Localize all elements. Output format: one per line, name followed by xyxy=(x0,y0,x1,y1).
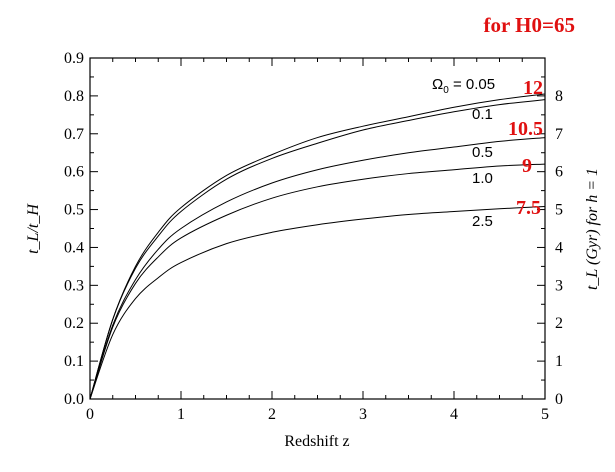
x-tick-label: 2 xyxy=(268,406,276,423)
y-tick-label: 0.1 xyxy=(64,353,84,370)
curve-label-0.5: 0.5 xyxy=(472,144,493,161)
y-tick-label: 0.4 xyxy=(64,239,84,256)
y2-tick-label: 6 xyxy=(555,164,563,181)
x-axis-label: Redshift z xyxy=(284,433,349,450)
y-tick-label: 0.7 xyxy=(64,126,84,143)
y-tick-label: 0.2 xyxy=(64,315,84,332)
y-axis-left: 0.0 0.1 0.2 0.3 0.4 0.5 0.6 0.7 0.8 0.9 xyxy=(64,50,98,408)
y2-axis-label: t_L (Gyr) for h = 1 xyxy=(584,168,601,290)
y-axis-right: 0 1 2 3 4 5 6 7 8 xyxy=(537,57,563,408)
omega-symbol: Ω xyxy=(432,76,443,93)
red-annotation-10.5: 10.5 xyxy=(508,118,543,140)
series-line-0 xyxy=(89,93,546,400)
red-annotation-9: 9 xyxy=(522,155,532,177)
y2-tick-label: 4 xyxy=(555,239,563,256)
red-annotation-12: 12 xyxy=(523,77,543,99)
curve-label-omega-0.05: Ω0 = 0.05 xyxy=(432,76,495,96)
y2-tick-label: 0 xyxy=(555,391,563,408)
y2-tick-label: 5 xyxy=(555,202,563,219)
omega-first-value: = 0.05 xyxy=(449,76,495,93)
y-tick-label: 0.9 xyxy=(64,50,84,67)
series-line-3 xyxy=(89,163,546,400)
red-annotation-7.5: 7.5 xyxy=(516,197,541,219)
series-curves xyxy=(89,93,546,400)
series-line-4 xyxy=(89,206,546,400)
curve-label-1.0: 1.0 xyxy=(472,170,493,187)
h0-note: for H0=65 xyxy=(484,13,576,37)
y-tick-label: 0.8 xyxy=(64,88,84,105)
x-tick-label: 1 xyxy=(177,406,185,423)
y2-tick-label: 3 xyxy=(555,277,563,294)
x-tick-label: 0 xyxy=(86,406,94,423)
series-line-1 xyxy=(89,99,546,400)
x-tick-label: 5 xyxy=(541,406,549,423)
x-tick-label: 4 xyxy=(450,406,458,423)
y-axis-label: t_L/t_H xyxy=(25,203,42,254)
y2-tick-label: 7 xyxy=(555,126,563,143)
y-tick-label: 0.3 xyxy=(64,277,84,294)
y-tick-label: 0.0 xyxy=(64,391,84,408)
omega-subscript: 0 xyxy=(443,85,449,96)
x-tick-label: 3 xyxy=(359,406,367,423)
y-tick-label: 0.5 xyxy=(64,202,84,219)
curve-label-2.5: 2.5 xyxy=(472,213,493,230)
y2-tick-label: 8 xyxy=(555,88,563,105)
curve-label-0.1: 0.1 xyxy=(472,106,493,123)
y2-tick-label: 2 xyxy=(555,315,563,332)
y-tick-label: 0.6 xyxy=(64,164,84,181)
y2-tick-label: 1 xyxy=(555,353,563,370)
series-line-2 xyxy=(89,137,546,400)
